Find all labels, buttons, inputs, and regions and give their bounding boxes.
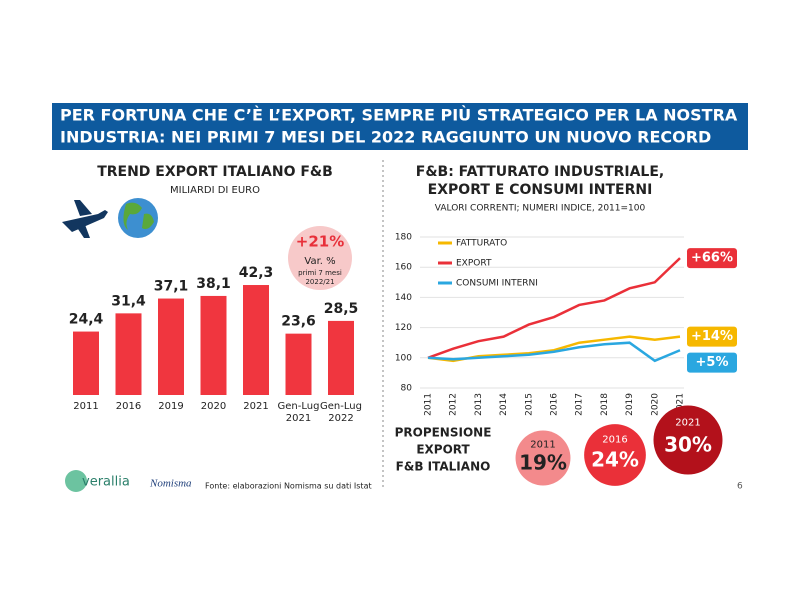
end-label: +66% [691,251,733,266]
source: Fonte: elaborazioni Nomisma su dati Ista… [205,482,372,491]
value-label: 31,4 [111,293,146,309]
propensity-year: 2016 [602,435,627,446]
chart-subtitle: VALORI CORRENTI; NUMERI INDICE, 2011=100 [435,204,646,214]
change-badge [288,226,352,290]
x-tick-label: 2011 [73,401,99,412]
bar [73,331,99,395]
change-period: primi 7 mesi [298,269,342,277]
end-label-box [687,326,737,347]
propensity-bubble [653,405,723,475]
y-tick-label: 140 [395,293,412,303]
logo-mark [65,470,87,492]
end-label: +14% [691,329,733,344]
value-label: 42,3 [239,265,274,281]
x-tick-label: 2017 [575,393,585,416]
chart-title: TREND EXPORT ITALIANO F&B [97,164,333,180]
x-tick-label: Gen-Lug 2022 [320,401,362,424]
bar [328,320,354,395]
value-label: 23,6 [281,314,316,330]
propensity-value: 24% [591,448,639,472]
legend-label: FATTURATO [456,239,507,249]
y-tick-label: 120 [395,323,412,333]
x-tick-label: 2021 [243,401,269,412]
logo: verallia [82,475,130,490]
line-series [427,335,681,363]
legend-label: EXPORT [456,259,492,269]
x-tick-label: 2011 [424,393,434,416]
page-number: 6 [737,482,743,492]
chart-subtitle: MILIARDI DI EURO [170,185,260,196]
propensity-value: 19% [519,451,567,475]
y-tick-label: 180 [395,233,412,243]
line-series [427,341,681,363]
y-tick-label: 80 [401,384,413,394]
change-period: 2022/21 [305,278,334,286]
header-bar [52,103,748,150]
bar [158,298,184,395]
propensity-title: PROPENSIONE [395,426,492,440]
x-tick-label: Gen-Lug 2021 [277,401,320,424]
propensity-bubble [584,424,646,486]
propensity-year: 2011 [530,439,555,450]
globe-icon [118,198,158,238]
value-label: 24,4 [69,312,104,328]
x-tick-label: 2013 [474,393,484,416]
x-tick-label: 2020 [200,401,227,412]
end-label-box [687,352,737,373]
propensity-bubble [515,430,571,486]
chart-title: F&B: FATTURATO INDUSTRIALE, [416,164,664,180]
end-label-box [687,248,737,269]
propensity-value: 30% [664,433,712,457]
x-tick-label: 2020 [650,393,660,416]
value-label: 37,1 [154,279,189,295]
x-tick-label: 2018 [600,393,610,416]
plane-icon [62,200,108,238]
x-tick-label: 2021 [676,393,686,416]
change-note: Var. % [304,256,335,267]
x-tick-label: 2016 [115,401,142,412]
x-tick-label: 2019 [158,401,184,412]
y-tick-label: 160 [395,263,412,273]
bar [200,295,227,395]
x-tick-label: 2019 [625,393,635,416]
change-label: +21% [296,233,344,251]
x-tick-label: 2014 [499,393,509,416]
header-line: PER FORTUNA CHE C’È L’EXPORT, SEMPRE PIÙ… [60,106,738,125]
chart-title: EXPORT E CONSUMI INTERNI [428,182,653,198]
bar [115,313,142,395]
bar [243,285,269,395]
propensity-title: EXPORT [416,443,470,457]
y-tick-label: 100 [395,353,412,363]
header-line: INDUSTRIA: NEI PRIMI 7 MESI DEL 2022 RAG… [60,128,711,147]
x-tick-label: 2016 [550,393,560,416]
value-label: 28,5 [324,301,359,317]
line-series [427,257,681,359]
legend-label: CONSUMI INTERNI [456,279,538,289]
x-tick-label: 2012 [449,393,459,416]
bar [285,333,312,395]
propensity-title: F&B ITALIANO [396,460,491,474]
value-label: 38,1 [196,276,231,292]
propensity-year: 2021 [675,418,700,429]
x-tick-label: 2015 [524,393,534,416]
logo: Nomisma [149,478,192,490]
end-label: +5% [696,355,729,370]
